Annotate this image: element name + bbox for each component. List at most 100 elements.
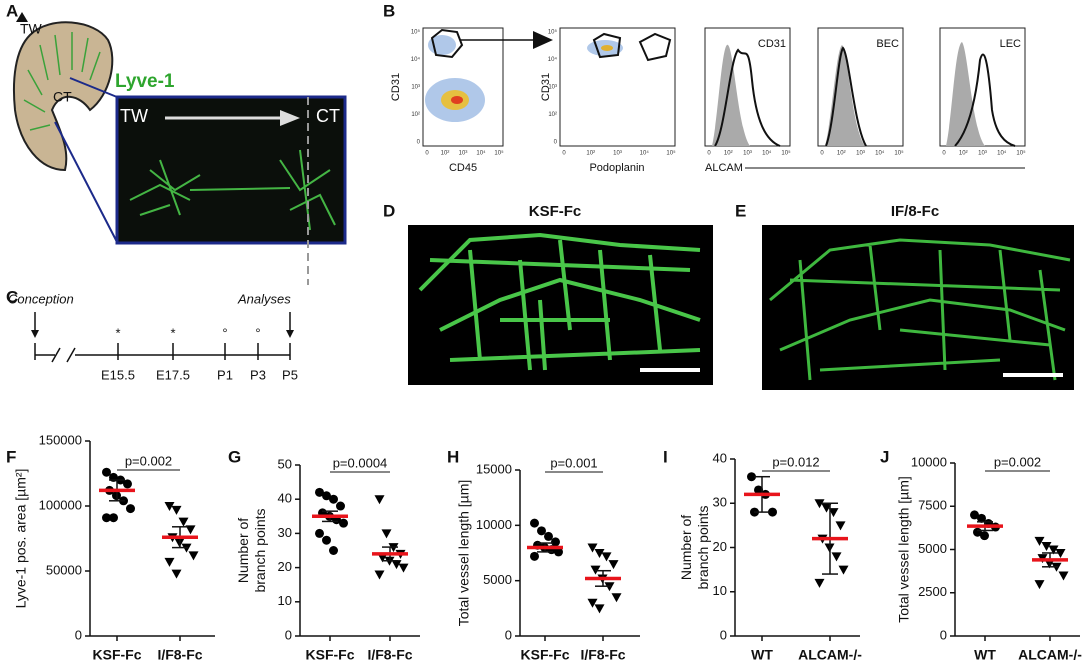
data-point [381,529,392,539]
y-axis-label: branch points [252,508,268,592]
data-point [754,485,763,495]
data-point [178,517,189,527]
panel-label: B [383,1,395,20]
data-point [171,569,182,579]
data-point [554,547,563,557]
log-tick: 10³ [743,151,752,157]
timepoint: P5 [282,367,298,382]
panel-b: CD31 BEC LEC CD31 CD31 CD45 Podoplanin A… [390,27,1026,174]
panel-label: H [447,447,459,466]
p-value: p=0.001 [550,455,597,470]
y-tick-label: 0 [75,627,82,642]
data-point [551,537,560,547]
data-point [608,560,619,570]
y-tick-label: 0 [940,627,947,642]
y-tick-label: 100000 [39,497,82,512]
log-tick: 10⁴ [997,150,1007,157]
log-tick: 10⁴ [640,150,650,157]
data-point [838,565,849,575]
data-point [594,604,605,614]
y-tick-label: 10000 [911,454,947,469]
y-tick-label: 30 [278,525,292,540]
label: TW [20,21,43,37]
panel-d: KSF-Fc [408,203,713,385]
y-tick-label: 10 [713,583,727,598]
log-tick: 10⁵ [411,29,421,36]
log-tick: 10² [441,151,450,157]
log-ticks: 0 10² 10³ 10⁴ 10⁵ 0 10² 10³ 10⁴ 10⁵ 0 10² 10³ 10⁴ 10⁵ 0… [411,29,1026,157]
data-point [611,593,622,603]
image-title: KSF-Fc [529,203,582,220]
log-tick: 10³ [459,151,468,157]
data-point [164,557,175,567]
log-tick: 10² [959,151,968,157]
hist-line [825,46,867,147]
y-tick-label: 50000 [46,562,82,577]
panel-a: TW CT Lyve-1 TW CT [12,12,347,285]
data-point [315,487,324,497]
x-label: CD45 [449,162,477,174]
data-point [1034,580,1045,590]
data-point [329,546,338,555]
y-tick-label: 15000 [476,461,512,476]
panel-label: E [735,201,746,220]
hist-fill [825,45,865,146]
hist-line [714,48,781,147]
timepoint: E17.5 [156,367,190,382]
data-point [1041,542,1052,552]
data-point [601,552,612,562]
panel-label: F [6,447,16,466]
y-tick-label: 0 [720,627,727,642]
data-point [126,504,135,514]
data-point [831,552,842,562]
log-tick: 10³ [856,151,865,157]
log-tick: 10⁴ [476,150,486,157]
data-point [102,513,111,523]
panel-c: Conception Analyses E15.5 E17.5 P1 P3 P5 * * ° ° [8,291,298,382]
log-tick: 10⁵ [781,150,791,157]
data-point [322,535,331,545]
log-tick: 10⁴ [762,150,772,157]
panel-e: IF/8-Fc [762,203,1074,390]
data-point [374,495,385,505]
timepoint: P3 [250,367,266,382]
data-point [1055,548,1066,558]
log-tick: 10⁵ [894,150,904,157]
y-tick-label: 0 [285,627,292,642]
p-value: p=0.002 [125,453,172,468]
data-point [398,563,409,573]
y-tick-label: 40 [278,491,292,506]
x-tick-label: KSF-Fc [93,647,142,663]
data-point [828,508,839,518]
y-axis-label: Lyve-1 pos. area [µm²] [13,469,29,609]
y-tick-label: 50 [278,456,292,471]
data-point [1048,545,1059,555]
x-tick-label: ALCAM-/- [798,647,862,663]
y-tick-label: 20 [713,539,727,554]
x-tick-label: ALCAM-/- [1018,647,1082,663]
y-tick-label: 5000 [483,572,512,587]
zoom-line [54,121,118,243]
data-point [185,525,196,535]
density [451,96,463,104]
data-point [977,513,986,523]
hist-fill [946,42,985,146]
y-axis-label: Number of [678,515,694,580]
log-tick: 0 [417,140,421,146]
gate [430,28,464,59]
log-tick: 10² [411,112,420,118]
y-tick-label: 2500 [918,584,947,599]
label: CT [316,106,340,126]
y-tick-label: 20 [278,559,292,574]
p-value: p=0.012 [772,454,819,469]
data-point [814,578,825,588]
log-tick: 0 [562,151,566,157]
vessels [129,149,336,231]
density [601,45,613,51]
log-tick: 0 [820,151,824,157]
image-title: IF/8-Fc [891,203,939,220]
data-point [544,531,553,541]
panel-label: A [6,1,18,20]
timeline-label: Analyses [237,291,291,306]
vessels [418,232,701,371]
